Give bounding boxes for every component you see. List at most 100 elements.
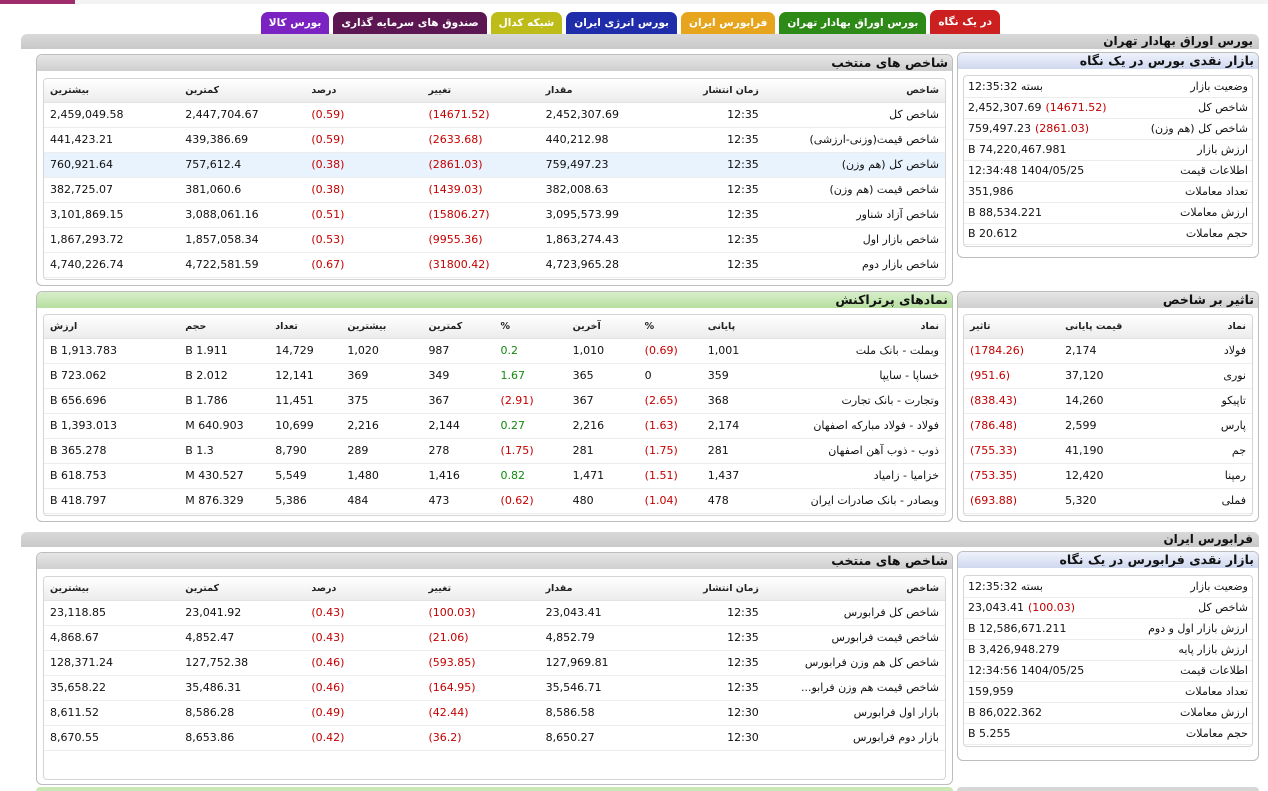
tab-1[interactable]: بورس اوراق بهادار تهران: [779, 12, 927, 34]
tab-4[interactable]: شبکه کدال: [490, 12, 563, 34]
symbol-cell[interactable]: خزامیا - زامیاد: [773, 463, 945, 489]
table-row[interactable]: نوری 37,120 (951.6): [964, 363, 1252, 389]
column-header[interactable]: شاخص: [764, 79, 945, 103]
value-cell: 3,088,061.16: [179, 202, 306, 228]
table-row[interactable]: شاخص قیمت فرابورس 12:35 4,852.79 (21.06) (0.…: [44, 625, 945, 651]
column-header[interactable]: %: [638, 315, 702, 339]
symbol-cell[interactable]: شاخص کل هم وزن فرابورس: [764, 650, 945, 676]
table-row[interactable]: وبصادر - بانک صادرات ایران 478 (1.04) 480 (0…: [44, 488, 945, 514]
symbol-cell[interactable]: شاخص بازار اول: [764, 227, 945, 253]
symbol-cell[interactable]: شاخص قیمت فرابورس: [764, 625, 945, 651]
column-header[interactable]: مقدار: [539, 79, 657, 103]
column-header[interactable]: آخرین: [566, 315, 639, 339]
summary-row: حجم معاملات 20.612 B: [964, 223, 1252, 245]
column-header[interactable]: تاثیر: [964, 315, 1060, 339]
table-row[interactable]: شاخص قیمت هم وزن فرابو... 12:35 35,546.71(…: [44, 675, 945, 701]
value-cell: (21.06): [422, 625, 540, 651]
table-row[interactable]: وبملت - بانک ملت 1,001 (0.69) 1,010 0.2 987 1,…: [44, 338, 945, 364]
symbol-cell[interactable]: جم: [1156, 438, 1252, 464]
column-header[interactable]: قیمت پایانی: [1059, 315, 1157, 339]
column-header[interactable]: نماد: [773, 315, 945, 339]
table-row[interactable]: خزامیا - زامیاد 1,437 (1.51) 1,471 0.82 1,416…: [44, 463, 945, 489]
table-row[interactable]: فولاد 2,174 (1784.26): [964, 338, 1252, 364]
table-row[interactable]: شاخص قیمت(وزنی-ارزشی) 12:35 440,212.98 (263…: [44, 127, 945, 153]
column-header[interactable]: زمان انتشار: [656, 577, 765, 601]
symbol-cell[interactable]: فملی: [1156, 488, 1252, 514]
symbol-cell[interactable]: رمپنا: [1156, 463, 1252, 489]
symbol-cell[interactable]: فولاد - فولاد مبارکه اصفهان: [773, 413, 945, 439]
table-row[interactable]: شاخص کل 12:35 2,452,307.69 (14671.52) (0.59)…: [44, 102, 945, 128]
symbol-cell[interactable]: شاخص کل: [764, 102, 945, 128]
column-header[interactable]: شاخص: [764, 577, 945, 601]
symbol-cell[interactable]: تاپیکو: [1156, 388, 1252, 414]
symbol-cell[interactable]: شاخص آزاد شناور: [764, 202, 945, 228]
symbol-cell[interactable]: ذوب - ذوب آهن اصفهان: [773, 438, 945, 464]
table-row[interactable]: شاخص آزاد شناور 12:35 3,095,573.99 (15806.2…: [44, 202, 945, 228]
symbol-cell[interactable]: نوری: [1156, 363, 1252, 389]
value-cell: 0.2: [494, 338, 567, 364]
table-row[interactable]: رمپنا 12,420 (753.35): [964, 463, 1252, 489]
table-row[interactable]: شاخص کل هم وزن فرابورس 12:35 127,969.81 (59…: [44, 650, 945, 676]
tab-5[interactable]: صندوق های سرمایه گذاری: [333, 12, 487, 34]
symbol-cell[interactable]: وبصادر - بانک صادرات ایران: [773, 488, 945, 514]
symbol-cell[interactable]: بازار دوم فرابورس: [764, 725, 945, 751]
symbol-cell[interactable]: شاخص قیمت(وزنی-ارزشی): [764, 127, 945, 153]
symbol-cell[interactable]: شاخص قیمت هم وزن فرابو...: [764, 675, 945, 701]
table-row[interactable]: فملی 5,320 (693.88): [964, 488, 1252, 514]
value-cell: 2,447,704.67: [179, 102, 306, 128]
symbol-cell[interactable]: وتجارت - بانک تجارت: [773, 388, 945, 414]
table-row[interactable]: ذوب - ذوب آهن اصفهان 281 (1.75) 281 (1.75) 27…: [44, 438, 945, 464]
column-header[interactable]: بیشترین: [44, 577, 180, 601]
tab-3[interactable]: بورس انرژی ایران: [566, 12, 677, 34]
column-header[interactable]: کمترین: [422, 315, 495, 339]
symbol-cell[interactable]: شاخص قیمت (هم وزن): [764, 177, 945, 203]
column-header[interactable]: درصد: [305, 79, 423, 103]
column-header[interactable]: حجم: [179, 315, 270, 339]
table-row[interactable]: شاخص کل فرابورس 12:35 23,043.41 (100.03) (0.…: [44, 600, 945, 626]
column-header[interactable]: مقدار: [539, 577, 657, 601]
symbol-cell[interactable]: پارس: [1156, 413, 1252, 439]
tab-2[interactable]: فرابورس ایران: [681, 12, 776, 34]
table-row[interactable]: وتجارت - بانک تجارت 368 (2.65) 367 (2.91) 367…: [44, 388, 945, 414]
table-row[interactable]: پارس 2,599 (786.48): [964, 413, 1252, 439]
column-header[interactable]: ارزش: [44, 315, 180, 339]
ifb-indices-panel: شاخص های منتخب شاخص زمان انتشار مقدار تغییر…: [36, 552, 953, 785]
column-header[interactable]: بیشترین: [341, 315, 423, 339]
table-row[interactable]: شاخص قیمت (هم وزن) 12:35 382,008.63 (1439.0…: [44, 177, 945, 203]
symbol-cell[interactable]: بازار اول فرابورس: [764, 700, 945, 726]
table-row[interactable]: خساپا - سایپا 359 0 365 1.67 349 369 12,141 2.01…: [44, 363, 945, 389]
value-cell: (0.69): [638, 338, 702, 364]
ifb-indices-table: شاخص زمان انتشار مقدار تغییر درصد کمترین بیشتر…: [44, 577, 945, 751]
column-header[interactable]: کمترین: [179, 577, 306, 601]
column-header[interactable]: تغییر: [422, 577, 540, 601]
column-header[interactable]: پایانی: [701, 315, 774, 339]
value-cell: 12,420: [1059, 463, 1157, 489]
symbol-cell[interactable]: فولاد: [1156, 338, 1252, 364]
table-row[interactable]: شاخص بازار اول 12:35 1,863,274.43 (9955.36)…: [44, 227, 945, 253]
tab-6[interactable]: بورس کالا: [260, 12, 330, 34]
table-row[interactable]: بازار اول فرابورس 12:30 8,586.58 (42.44) (0.…: [44, 700, 945, 726]
tab-0[interactable]: در یک نگاه: [930, 10, 1000, 34]
column-header[interactable]: درصد: [305, 577, 423, 601]
table-row[interactable]: شاخص کل (هم وزن) 12:35 759,497.23 (2861.03)…: [44, 152, 945, 178]
column-header[interactable]: تعداد: [269, 315, 342, 339]
symbol-cell[interactable]: خساپا - سایپا: [773, 363, 945, 389]
column-header[interactable]: تغییر: [422, 79, 540, 103]
value-cell: 12:35: [656, 625, 765, 651]
value-cell: 757,612.4: [179, 152, 306, 178]
column-header[interactable]: بیشترین: [44, 79, 180, 103]
table-row[interactable]: بازار دوم فرابورس 12:30 8,650.27 (36.2) (0.4…: [44, 725, 945, 751]
symbol-cell[interactable]: شاخص بازار دوم: [764, 252, 945, 278]
column-header[interactable]: کمترین: [179, 79, 306, 103]
column-header[interactable]: زمان انتشار: [656, 79, 765, 103]
table-row[interactable]: تاپیکو 14,260 (838.43): [964, 388, 1252, 414]
table-row[interactable]: جم 41,190 (755.33): [964, 438, 1252, 464]
symbol-cell[interactable]: وبملت - بانک ملت: [773, 338, 945, 364]
column-header[interactable]: نماد: [1156, 315, 1252, 339]
tse-active-panel: نمادهای پرتراکنش نماد پایانی% آخرین% کمترین…: [36, 291, 953, 522]
symbol-cell[interactable]: شاخص کل (هم وزن): [764, 152, 945, 178]
symbol-cell[interactable]: شاخص کل فرابورس: [764, 600, 945, 626]
table-row[interactable]: فولاد - فولاد مبارکه اصفهان 2,174 (1.63) 2,…: [44, 413, 945, 439]
column-header[interactable]: %: [494, 315, 567, 339]
table-row[interactable]: شاخص بازار دوم 12:35 4,723,965.28 (31800.42…: [44, 252, 945, 278]
